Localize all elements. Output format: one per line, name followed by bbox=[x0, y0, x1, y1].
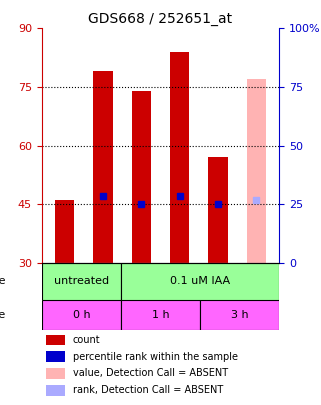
FancyBboxPatch shape bbox=[121, 300, 200, 330]
Bar bbox=[93, 71, 113, 263]
FancyBboxPatch shape bbox=[200, 300, 279, 330]
Text: count: count bbox=[73, 335, 100, 345]
Text: 3 h: 3 h bbox=[231, 310, 248, 320]
Text: 0 h: 0 h bbox=[73, 310, 90, 320]
Bar bbox=[208, 157, 228, 263]
Bar bbox=[47, 351, 65, 362]
Bar bbox=[47, 368, 65, 379]
Text: 1 h: 1 h bbox=[152, 310, 169, 320]
Text: untreated: untreated bbox=[54, 276, 109, 286]
Text: value, Detection Call = ABSENT: value, Detection Call = ABSENT bbox=[73, 369, 228, 378]
Text: time: time bbox=[0, 310, 6, 320]
Title: GDS668 / 252651_at: GDS668 / 252651_at bbox=[89, 12, 232, 26]
FancyBboxPatch shape bbox=[42, 263, 121, 300]
Bar bbox=[170, 52, 189, 263]
Text: percentile rank within the sample: percentile rank within the sample bbox=[73, 352, 238, 362]
Text: dose: dose bbox=[0, 276, 6, 286]
Text: 0.1 uM IAA: 0.1 uM IAA bbox=[170, 276, 230, 286]
FancyBboxPatch shape bbox=[42, 300, 121, 330]
Bar bbox=[132, 91, 151, 263]
Bar bbox=[47, 335, 65, 345]
Bar bbox=[55, 200, 74, 263]
Text: rank, Detection Call = ABSENT: rank, Detection Call = ABSENT bbox=[73, 385, 223, 395]
Bar bbox=[47, 385, 65, 396]
FancyBboxPatch shape bbox=[121, 263, 279, 300]
Bar bbox=[247, 79, 266, 263]
